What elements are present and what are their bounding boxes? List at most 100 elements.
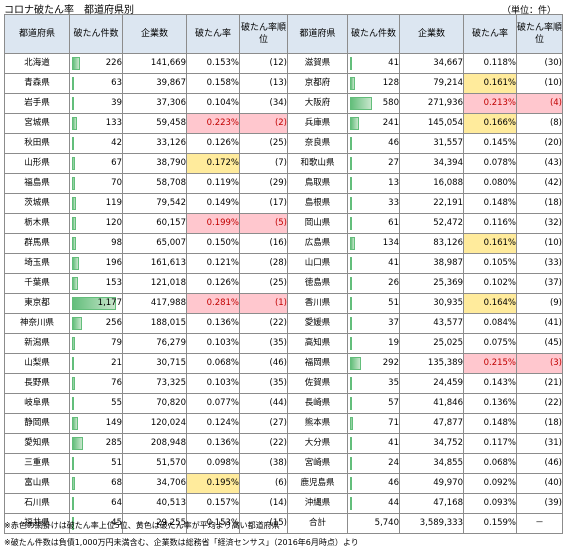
bankruptcy-rate: 0.172% [186,153,240,174]
rate-rank: (44) [239,393,288,414]
bankruptcy-count: 292 [347,353,400,374]
data-bar [350,377,352,390]
data-bar [350,57,352,70]
table-row: 新潟県 79 76,279 0.103% (35) [4,333,288,354]
bankruptcy-rate: 0.119% [186,173,240,194]
header-rank: 破たん率順位 [516,14,563,54]
company-count: 59,458 [122,113,187,134]
rate-rank: (41) [516,313,563,334]
rate-rank: (39) [516,493,563,514]
table-row: 福岡県 292 135,389 0.215% (3) [287,353,563,374]
bankruptcy-count: 68 [69,473,123,494]
company-count: 31,557 [399,133,464,154]
bankruptcy-count-value: 46 [388,138,399,148]
bankruptcy-rate: 0.126% [186,273,240,294]
bankruptcy-count: 76 [69,373,123,394]
data-bar [72,257,80,270]
bankruptcy-rate: 0.148% [463,193,517,214]
rate-rank: (31) [516,433,563,454]
bankruptcy-rate: 0.223% [186,113,240,134]
table-row: 岡山県 61 52,472 0.116% (32) [287,213,563,234]
prefecture-name: 大分県 [287,433,348,454]
company-count: 58,708 [122,173,187,194]
prefecture-name: 奈良県 [287,133,348,154]
bankruptcy-count: 41 [347,253,400,274]
data-bar [350,417,353,430]
table-row: 高知県 19 25,025 0.075% (45) [287,333,563,354]
table-row: 山形県 67 38,790 0.172% (7) [4,153,288,174]
rate-rank: (37) [516,273,563,294]
table-right: 都道府県 破たん件数 企業数 破たん率 破たん率順位 滋賀県 41 34,667 0.… [287,14,563,534]
bankruptcy-count: 24 [347,453,400,474]
bankruptcy-count: 61 [347,213,400,234]
prefecture-name: 神奈川県 [4,313,70,334]
bankruptcy-count-value: 27 [388,158,399,168]
prefecture-name: 岩手県 [4,93,70,114]
bankruptcy-count-value: 580 [382,98,399,108]
company-count: 24,459 [399,373,464,394]
table-row: 福井県 45 29,255 0.153% (15) [4,513,288,534]
prefecture-name: 長野県 [4,373,70,394]
company-count: 271,936 [399,93,464,114]
bankruptcy-count-value: 13 [388,178,399,188]
rate-rank: (10) [516,233,563,254]
rate-rank: (25) [239,133,288,154]
table-row: 北海道 226 141,669 0.153% (12) [4,53,288,74]
bankruptcy-count: 51 [69,453,123,474]
bankruptcy-count-value: 41 [388,58,399,68]
bankruptcy-count-value: 64 [111,498,122,508]
table-row: 兵庫県 241 145,054 0.166% (8) [287,113,563,134]
company-count: 73,325 [122,373,187,394]
bankruptcy-rate: 0.153% [186,53,240,74]
rate-rank: (34) [239,93,288,114]
data-bar [72,377,75,390]
rate-rank: (40) [516,473,563,494]
table-row: 宮城県 133 59,458 0.223% (2) [4,113,288,134]
bankruptcy-count: 241 [347,113,400,134]
header-pref: 都道府県 [287,14,348,54]
company-count: 188,015 [122,313,187,334]
bankruptcy-rate: 0.281% [186,293,240,314]
prefecture-name: 滋賀県 [287,53,348,74]
bankruptcy-count: 119 [69,193,123,214]
bankruptcy-count-value: 67 [111,158,122,168]
bankruptcy-count: 41 [347,53,400,74]
table-row: 佐賀県 35 24,459 0.143% (21) [287,373,563,394]
bankruptcy-count-value: 46 [388,478,399,488]
footnote: ※破たん件数は負債1,000万円未満含む、企業数は総務省「経済センサス」（201… [4,538,359,547]
company-count: 34,752 [399,433,464,454]
bankruptcy-rate: 0.143% [463,373,517,394]
bankruptcy-rate: 0.195% [186,473,240,494]
rate-rank: (46) [239,353,288,374]
bankruptcy-count: 19 [347,333,400,354]
bankruptcy-count-value: 133 [105,118,122,128]
bankruptcy-count-value: 51 [111,458,122,468]
data-bar [350,477,352,490]
company-count: 79,214 [399,73,464,94]
header-pref: 都道府県 [4,14,70,54]
prefecture-name: 三重県 [4,453,70,474]
data-bar [72,497,75,510]
data-bar [72,357,74,370]
bankruptcy-rate: 0.136% [463,393,517,414]
table-row: 愛知県 285 208,948 0.136% (22) [4,433,288,454]
header-companies: 企業数 [122,14,187,54]
table-row: 長野県 76 73,325 0.103% (35) [4,373,288,394]
prefecture-name: 福島県 [4,173,70,194]
company-count: 135,389 [399,353,464,374]
table-row: 和歌山県 27 34,394 0.078% (43) [287,153,563,174]
data-bar [72,477,75,490]
bankruptcy-count-value: 98 [111,238,122,248]
data-bar [72,397,75,410]
table-row: 茨城県 119 79,542 0.149% (17) [4,193,288,214]
rate-rank: (5) [239,213,288,234]
bankruptcy-count-value: 37 [388,318,399,328]
company-count: 38,987 [399,253,464,274]
table-row: 岩手県 39 37,306 0.104% (34) [4,93,288,114]
rate-rank: (13) [239,73,288,94]
data-bar [350,297,352,310]
bankruptcy-rate: 0.149% [186,193,240,214]
table-row: 大分県 41 34,752 0.117% (31) [287,433,563,454]
table-body-right: 滋賀県 41 34,667 0.118% (30) 京都府 128 79,214 0.161%(… [287,53,563,514]
bankruptcy-count-value: 119 [105,198,122,208]
